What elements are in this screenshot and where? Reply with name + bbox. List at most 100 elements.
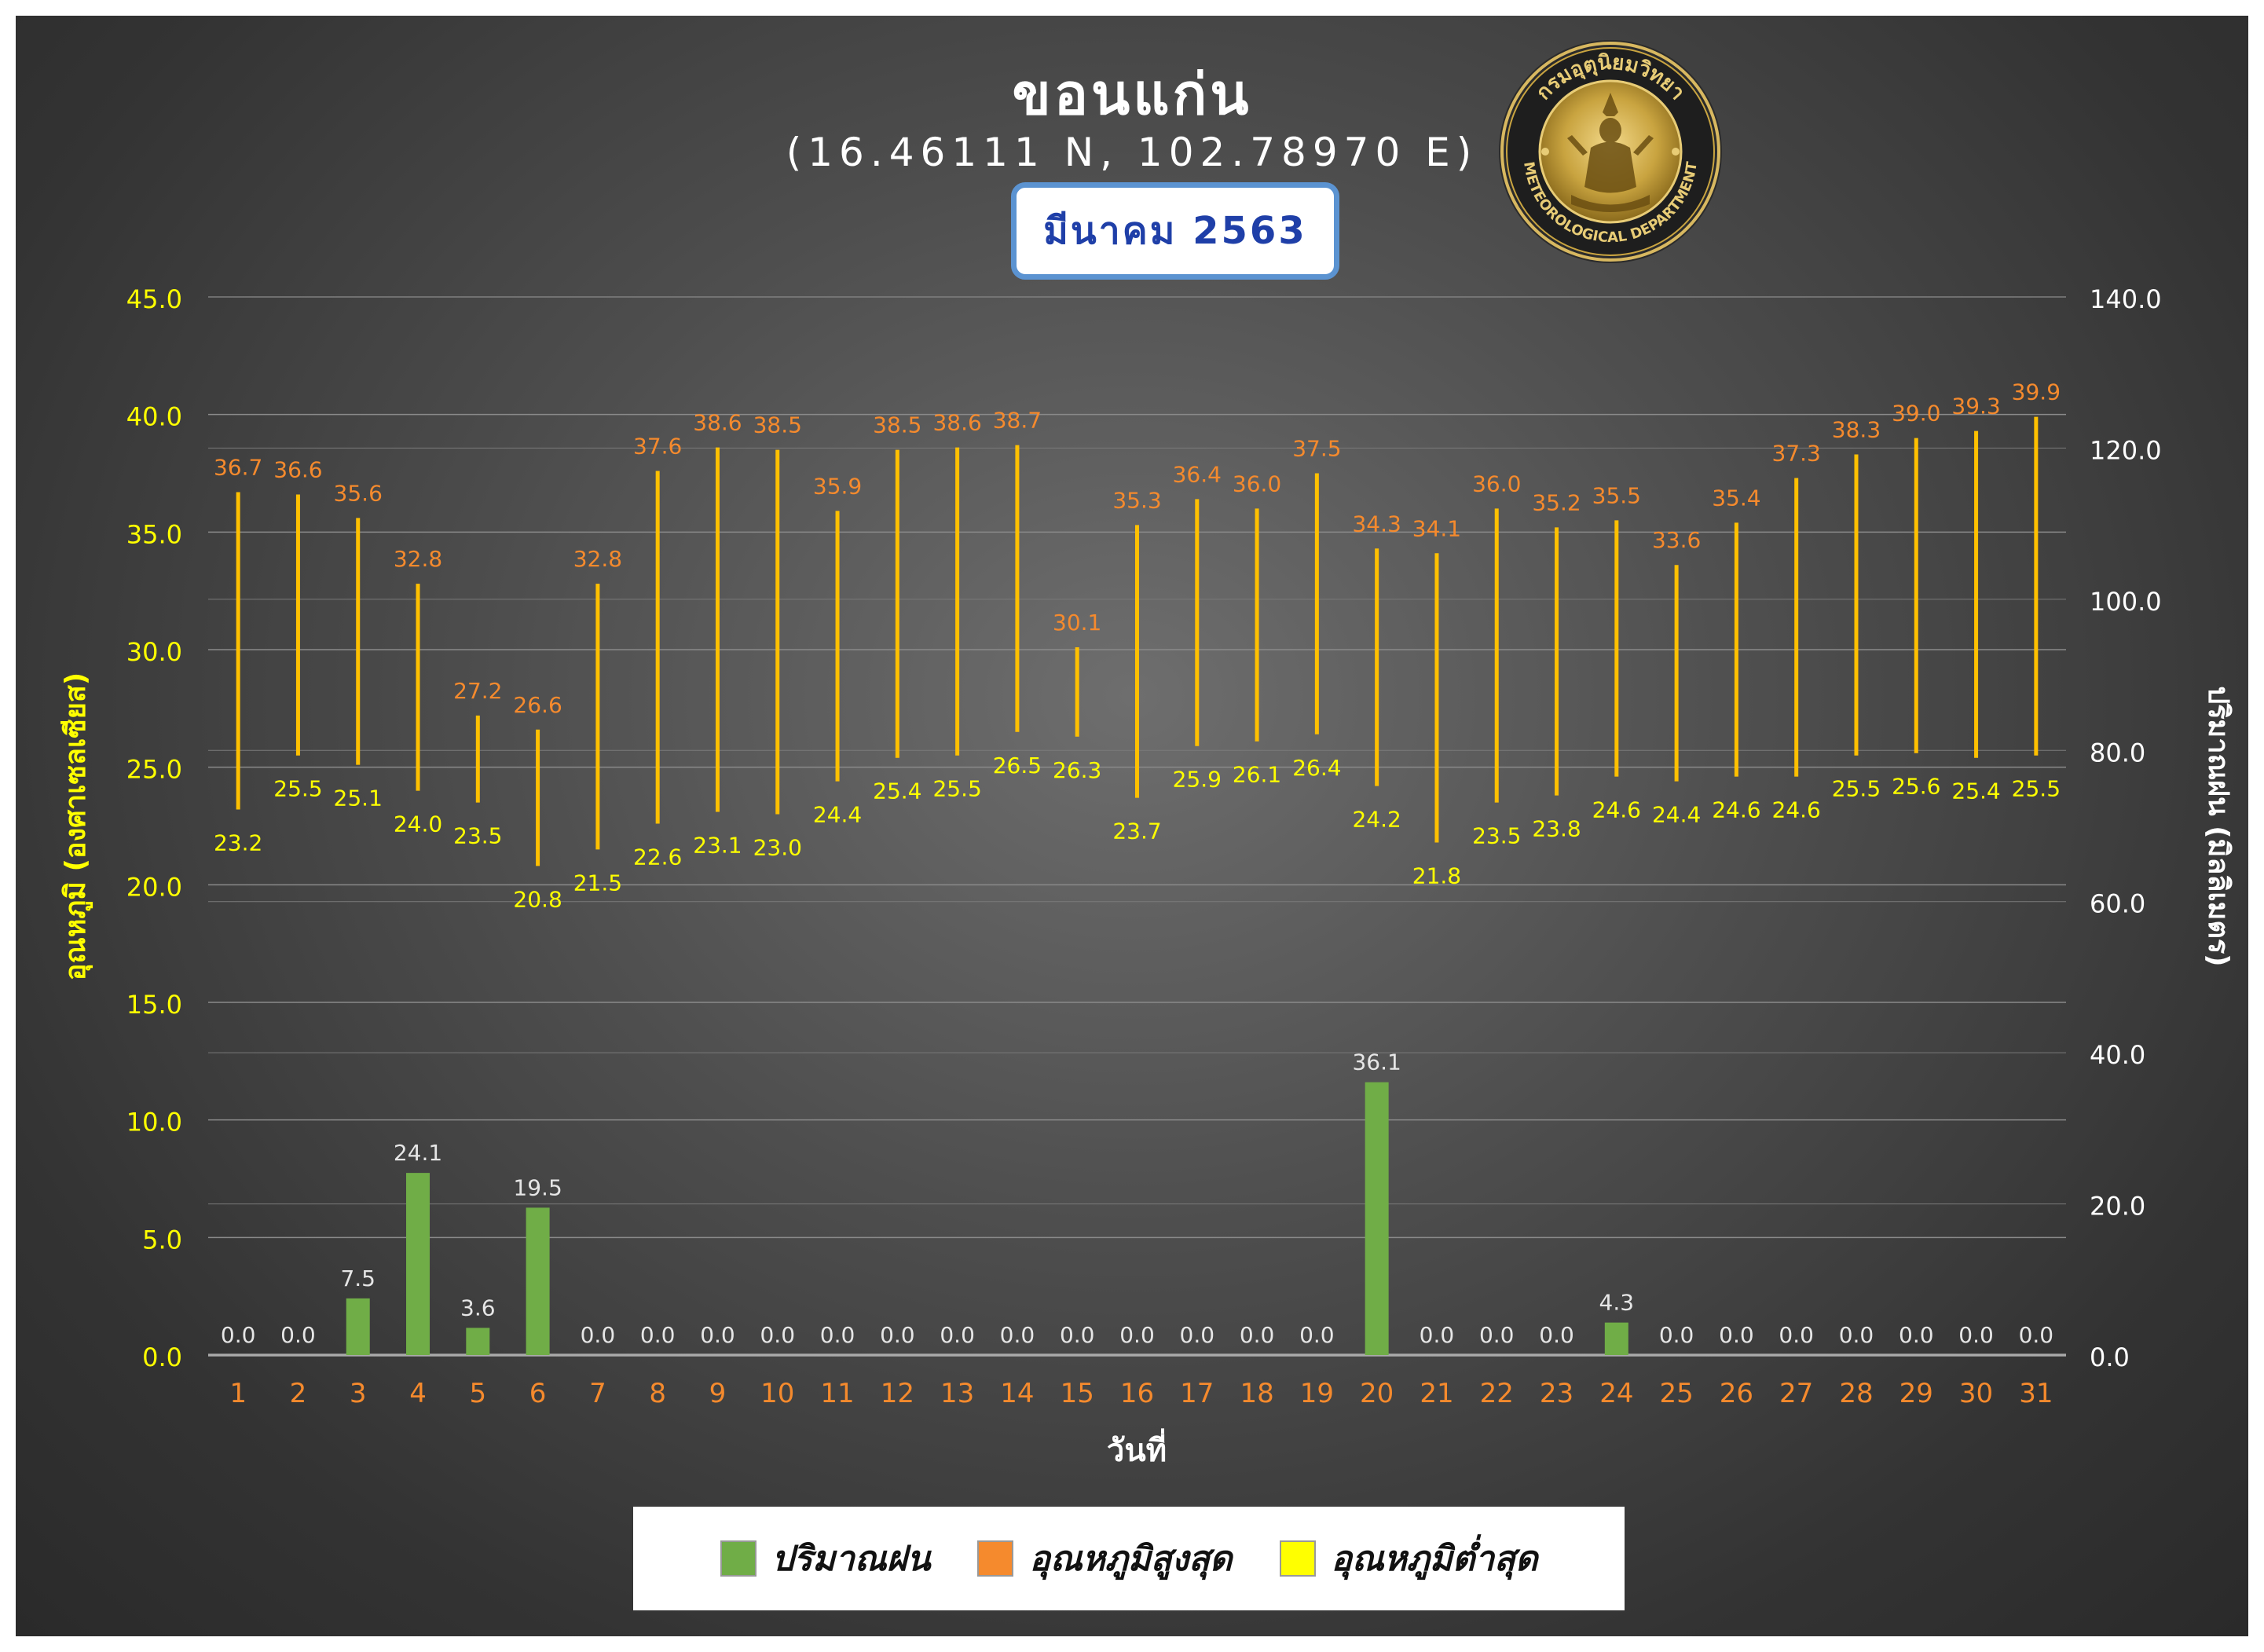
- month-label: มีนาคม 2563: [1011, 182, 1339, 280]
- max-temp-label: 36.6: [273, 456, 322, 482]
- x-tick-label: 24: [1599, 1378, 1633, 1409]
- y-tick-label: 35.0: [126, 519, 182, 549]
- x-tick-label: 27: [1779, 1378, 1813, 1409]
- x-tick-label: 10: [760, 1378, 794, 1409]
- max-temp-label: 39.3: [1951, 394, 2000, 419]
- rain-value-label: 4.3: [1599, 1290, 1635, 1316]
- x-tick-label: 8: [649, 1378, 666, 1409]
- x-tick-label: 4: [409, 1378, 427, 1409]
- min-temp-label: 24.6: [1772, 797, 1821, 823]
- max-temp-label: 38.6: [693, 410, 742, 436]
- x-tick-label: 16: [1120, 1378, 1154, 1409]
- rain-value-label: 0.0: [880, 1322, 915, 1348]
- rain-value-label: 0.0: [1240, 1322, 1275, 1348]
- rain-value-label: 0.0: [1539, 1322, 1574, 1348]
- rain-value-label: 36.1: [1352, 1049, 1401, 1075]
- max-temp-label: 33.6: [1652, 527, 1701, 553]
- max-temp-label: 30.1: [1053, 610, 1101, 636]
- max-temp-label: 38.5: [873, 412, 921, 438]
- y-tick-label: 25.0: [126, 755, 182, 785]
- x-tick-label: 13: [940, 1378, 974, 1409]
- rain-value-label: 0.0: [581, 1322, 616, 1348]
- y2-tick-label: 140.0: [2090, 284, 2162, 314]
- legend-swatch: [977, 1540, 1014, 1577]
- min-temp-label: 26.3: [1053, 757, 1101, 783]
- max-temp-label: 38.7: [993, 408, 1042, 434]
- x-tick-label: 31: [2019, 1378, 2053, 1409]
- x-tick-label: 18: [1240, 1378, 1273, 1409]
- x-tick-label: 7: [589, 1378, 606, 1409]
- max-temp-label: 39.0: [1892, 401, 1940, 427]
- legend-label: อุณหภูมิสูงสุด: [1029, 1539, 1233, 1579]
- x-tick-label: 12: [881, 1378, 914, 1409]
- min-temp-label: 25.6: [1892, 774, 1940, 800]
- rain-bar: [1604, 1322, 1628, 1355]
- min-temp-label: 24.2: [1352, 807, 1401, 833]
- rain-bar: [346, 1298, 370, 1355]
- min-temp-label: 20.8: [513, 886, 562, 912]
- x-tick-label: 22: [1480, 1378, 1514, 1409]
- legend-label: ปริมาณฝน: [771, 1539, 931, 1579]
- y2-tick-label: 40.0: [2090, 1040, 2145, 1070]
- y-tick-label: 0.0: [142, 1342, 182, 1372]
- rain-value-label: 0.0: [1899, 1322, 1934, 1348]
- x-tick-label: 28: [1839, 1378, 1873, 1409]
- min-temp-label: 25.5: [932, 776, 981, 802]
- min-temp-label: 25.1: [334, 786, 383, 811]
- y2-tick-label: 120.0: [2090, 435, 2162, 465]
- max-temp-label: 39.9: [2012, 379, 2061, 405]
- y-axis-title: อุณหภูมิ (องศาเซลเซียส): [60, 672, 93, 981]
- rain-value-label: 0.0: [1958, 1322, 1994, 1348]
- min-temp-label: 25.4: [1951, 778, 2000, 804]
- chart-legend: ปริมาณฝน อุณหภูมิสูงสุด อุณหภูมิต่ำสุด: [633, 1507, 1625, 1610]
- y-tick-label: 20.0: [126, 872, 182, 902]
- min-temp-label: 23.5: [453, 823, 502, 849]
- rain-value-label: 0.0: [1299, 1322, 1335, 1348]
- min-temp-label: 24.6: [1592, 797, 1641, 823]
- max-temp-label: 36.4: [1173, 461, 1222, 487]
- x-tick-label: 21: [1420, 1378, 1453, 1409]
- min-temp-label: 26.1: [1233, 762, 1281, 788]
- y-tick-label: 10.0: [126, 1108, 182, 1137]
- max-temp-label: 26.6: [513, 692, 562, 718]
- max-temp-label: 34.3: [1352, 511, 1401, 537]
- chart-subtitle-coordinates: (16.46111 N, 102.78970 E): [786, 130, 1478, 175]
- max-temp-label: 37.5: [1292, 436, 1341, 462]
- legend-item: อุณหภูมิสูงสุด: [977, 1531, 1233, 1586]
- rain-value-label: 0.0: [1420, 1322, 1455, 1348]
- max-temp-label: 36.7: [214, 454, 262, 480]
- min-temp-label: 23.1: [693, 833, 742, 859]
- min-temp-label: 24.4: [813, 802, 862, 828]
- x-tick-label: 20: [1360, 1378, 1394, 1409]
- min-temp-label: 23.2: [214, 830, 262, 856]
- y-tick-label: 30.0: [126, 637, 182, 667]
- max-temp-label: 27.2: [453, 678, 502, 704]
- max-temp-label: 35.6: [334, 480, 383, 506]
- y-tick-label: 45.0: [126, 284, 182, 314]
- y2-tick-label: 100.0: [2090, 587, 2162, 617]
- x-tick-label: 19: [1300, 1378, 1334, 1409]
- rain-value-label: 0.0: [940, 1322, 975, 1348]
- meteorological-department-seal-icon: กรมอุตุนิยมวิทยา METEOROLOGICAL DEPARTME…: [1499, 40, 1722, 263]
- legend-item: อุณหภูมิต่ำสุด: [1279, 1531, 1537, 1586]
- y2-tick-label: 0.0: [2090, 1342, 2130, 1372]
- min-temp-label: 26.5: [993, 753, 1042, 778]
- max-temp-label: 32.8: [573, 546, 622, 572]
- rain-value-label: 0.0: [1839, 1322, 1874, 1348]
- min-temp-label: 23.8: [1532, 816, 1581, 842]
- y2-axis-title: ปริมาณฝน (มิลลิเมตร): [2202, 686, 2234, 966]
- rain-bar: [1365, 1082, 1389, 1355]
- min-temp-label: 25.4: [873, 778, 921, 804]
- min-temp-label: 26.4: [1292, 755, 1341, 781]
- min-temp-label: 25.5: [1832, 776, 1881, 802]
- x-tick-label: 17: [1180, 1378, 1214, 1409]
- x-axis-title: วันที่: [1107, 1428, 1167, 1469]
- rain-value-label: 0.0: [700, 1322, 735, 1348]
- legend-swatch: [720, 1540, 756, 1577]
- min-temp-label: 25.9: [1173, 767, 1222, 793]
- min-temp-label: 25.5: [2012, 776, 2061, 802]
- rain-value-label: 0.0: [2019, 1322, 2054, 1348]
- max-temp-label: 35.4: [1712, 485, 1760, 511]
- x-tick-label: 2: [290, 1378, 307, 1409]
- max-temp-label: 37.3: [1772, 440, 1821, 466]
